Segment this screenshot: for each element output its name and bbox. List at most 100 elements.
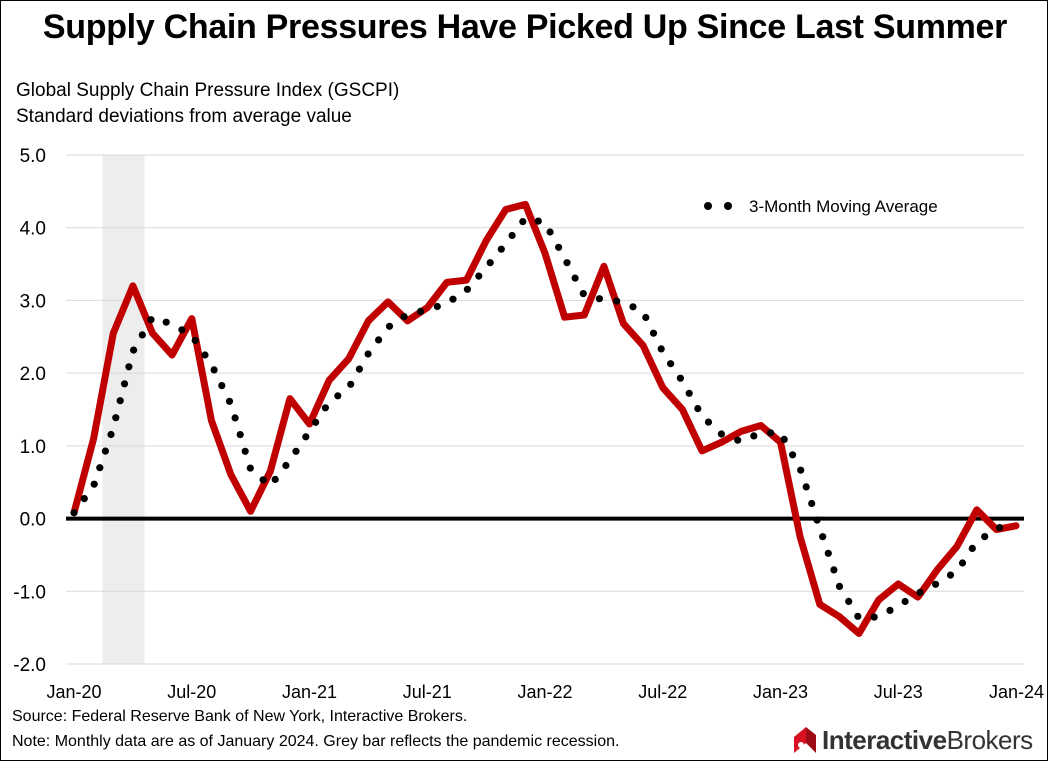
moving-average-dot (292, 447, 300, 455)
moving-average-dot (534, 217, 542, 225)
y-tick-label: -1.0 (13, 582, 46, 603)
moving-average-dot (789, 451, 797, 459)
x-tick-label: Jan-20 (46, 682, 101, 702)
moving-average-dot (120, 380, 129, 388)
moving-average-dot (236, 431, 244, 439)
moving-average-dot (845, 597, 853, 606)
moving-average-dot (571, 274, 579, 282)
legend-label-moving-average: 3-Month Moving Average (749, 197, 938, 216)
moving-average-dot (130, 346, 138, 354)
interactive-brokers-logo-icon (794, 727, 816, 753)
moving-average-dot (355, 365, 363, 373)
moving-average-dot (178, 326, 186, 334)
moving-average-dot (449, 295, 457, 303)
moving-average-dot (96, 464, 104, 472)
moving-average-dot (657, 345, 665, 353)
moving-average-dot (385, 322, 394, 330)
moving-average-dot (312, 418, 320, 426)
moving-average-dot (519, 218, 527, 226)
moving-average-dot (981, 533, 989, 541)
moving-average-dot (282, 461, 290, 470)
moving-average-dot (563, 259, 571, 267)
chart-subtitle-units: Standard deviations from average value (16, 106, 352, 127)
legend-marker-dot (724, 202, 732, 210)
x-tick-label: Jul-21 (403, 682, 452, 702)
moving-average-dot (946, 571, 955, 579)
moving-average-dot (613, 297, 621, 305)
moving-average-dot (486, 259, 494, 267)
data-note: Note: Monthly data are as of January 202… (12, 733, 620, 750)
moving-average-dot (854, 612, 862, 620)
y-tick-label: 5.0 (20, 146, 46, 167)
legend-marker-dot (704, 202, 712, 210)
x-tick-label: Jan-23 (753, 682, 808, 702)
gridlines (66, 154, 1024, 665)
moving-average-dot (802, 483, 810, 491)
moving-average-dot (685, 389, 693, 397)
moving-average-dot (780, 435, 788, 443)
source-note: Source: Federal Reserve Bank of New York… (12, 708, 468, 725)
moving-average-dot (210, 366, 218, 374)
moving-average-dot (116, 397, 124, 405)
moving-average-dot (767, 429, 775, 437)
moving-average-dot (835, 582, 844, 591)
legend: 3-Month Moving Average (704, 197, 938, 216)
moving-average-dot (704, 418, 713, 426)
moving-average-dot (375, 336, 383, 344)
moving-average-dot (694, 405, 702, 413)
y-axis-tick-labels: -2.0 -1.0 0.0 1.0 2.0 3.0 4.0 5.0 (13, 146, 46, 676)
moving-average-dot (231, 414, 239, 422)
gscpi-series-line (70, 200, 1020, 637)
moving-average-dot (579, 290, 587, 298)
moving-average-dot (162, 318, 170, 326)
pandemic-recession-bar (102, 155, 145, 664)
logo-text-interactive: Interactive (822, 724, 947, 755)
y-tick-label: 0.0 (20, 510, 46, 531)
logo-text-brokers: Brokers (946, 724, 1034, 755)
moving-average-dot (246, 464, 254, 472)
moving-average-series (70, 217, 1004, 621)
moving-average-dot (497, 245, 505, 253)
moving-average-dot (138, 331, 146, 339)
moving-average-dot (334, 392, 342, 400)
moving-average-dot (347, 380, 355, 388)
moving-average-dot (302, 433, 310, 441)
moving-average-dot (830, 566, 838, 574)
recession-shading-layer (102, 155, 145, 664)
x-tick-label: Jul-20 (167, 682, 216, 702)
moving-average-dot (80, 495, 88, 503)
moving-average-dot (968, 544, 976, 553)
moving-average-dot (901, 597, 909, 606)
x-tick-label: Jan-24 (989, 682, 1044, 702)
moving-average-dot (147, 316, 155, 324)
moving-average-dot (996, 524, 1004, 532)
moving-average-dot (916, 588, 924, 597)
x-axis-tick-labels: Jan-20 Jul-20 Jan-21 Jul-21 Jan-22 Jul-22 Jan-… (46, 682, 1044, 702)
moving-average-dot (886, 606, 894, 615)
interactive-brokers-logo: InteractiveBrokers (792, 723, 1033, 757)
moving-average-dot (259, 476, 267, 484)
chart-title: Supply Chain Pressures Have Picked Up Si… (42, 8, 1008, 46)
moving-average-dot (750, 432, 758, 440)
moving-average-dot (191, 336, 199, 345)
y-tick-label: 4.0 (20, 219, 46, 240)
moving-average-dot (649, 329, 658, 337)
moving-average-dot (416, 307, 425, 315)
x-tick-label: Jan-22 (517, 682, 572, 702)
moving-average-dot (797, 466, 805, 474)
moving-average-dot (819, 533, 827, 541)
moving-average-dot (546, 228, 554, 236)
moving-average-dot (717, 430, 726, 438)
moving-average-dot (629, 303, 637, 311)
y-tick-label: -2.0 (13, 655, 46, 676)
moving-average-dot (218, 382, 226, 390)
y-tick-label: 2.0 (20, 364, 46, 385)
moving-average-dot (125, 363, 133, 371)
moving-average-dot (241, 447, 249, 455)
x-tick-label: Jul-23 (874, 682, 923, 702)
moving-average-dot (870, 613, 878, 621)
moving-average-dot (475, 272, 483, 280)
moving-average-dot (112, 414, 120, 422)
